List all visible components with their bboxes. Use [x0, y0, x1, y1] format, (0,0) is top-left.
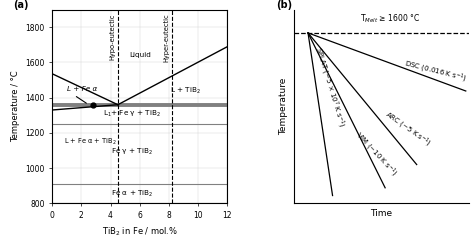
- Text: L + Fe α + TiB$_2$: L + Fe α + TiB$_2$: [64, 136, 117, 147]
- Text: SPLAT (~5 × 10$^7$ K s$^{-1}$): SPLAT (~5 × 10$^7$ K s$^{-1}$): [310, 45, 347, 129]
- Text: Liquid: Liquid: [129, 53, 151, 58]
- Y-axis label: Temperature: Temperature: [280, 78, 289, 135]
- Text: Fe γ + TiB$_2$: Fe γ + TiB$_2$: [111, 147, 154, 157]
- Text: Hypo-eutectic: Hypo-eutectic: [109, 13, 115, 60]
- Text: L + TiB$_2$: L + TiB$_2$: [170, 85, 201, 96]
- Text: T$_{Melt}$ ≥ 1600 °C: T$_{Melt}$ ≥ 1600 °C: [360, 13, 420, 25]
- Text: L$_1$+ Fe γ + TiB$_2$: L$_1$+ Fe γ + TiB$_2$: [103, 108, 162, 119]
- X-axis label: TiB$_2$ in Fe / mol.%: TiB$_2$ in Fe / mol.%: [102, 226, 178, 238]
- Text: Hyper-eutectic: Hyper-eutectic: [163, 13, 169, 62]
- Text: ARC (~5 K s$^{-1}$): ARC (~5 K s$^{-1}$): [382, 109, 433, 150]
- Text: VIM (~10 K s$^{-1}$): VIM (~10 K s$^{-1}$): [352, 130, 400, 180]
- X-axis label: Time: Time: [371, 209, 392, 218]
- Y-axis label: Temperature / °C: Temperature / °C: [10, 71, 19, 142]
- Text: L + Fe α: L + Fe α: [67, 86, 97, 92]
- Text: DSC (0.016 K s$^{-1}$): DSC (0.016 K s$^{-1}$): [402, 58, 468, 85]
- Text: (b): (b): [276, 0, 292, 10]
- Text: (a): (a): [14, 0, 29, 10]
- Text: Fe α + TiB$_2$: Fe α + TiB$_2$: [111, 189, 154, 199]
